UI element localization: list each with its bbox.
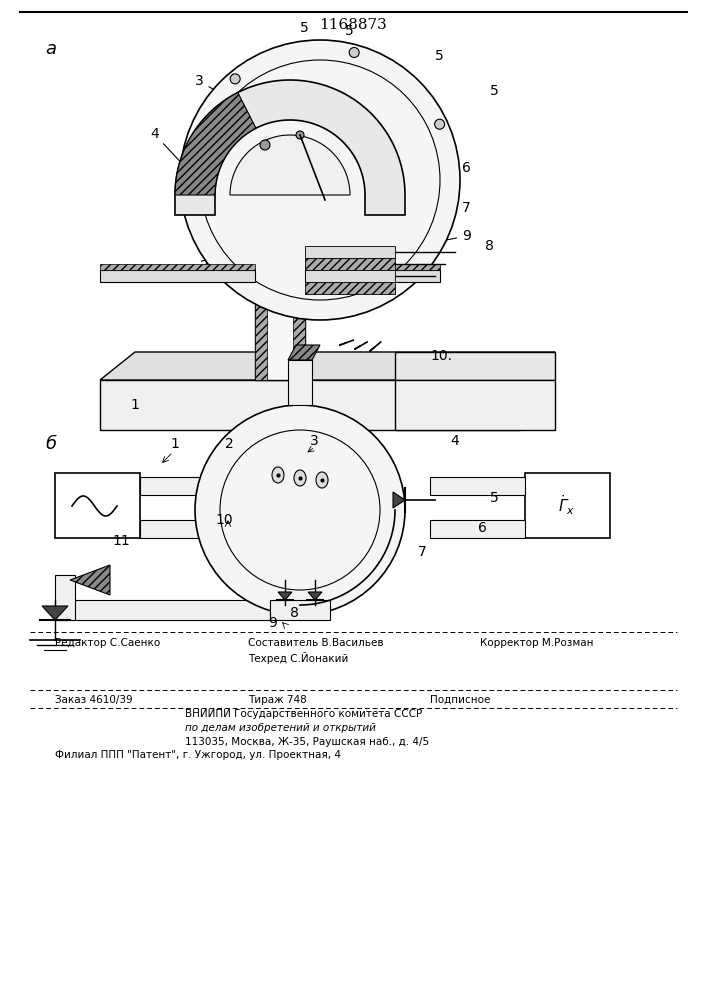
Polygon shape	[100, 270, 255, 282]
Polygon shape	[305, 282, 395, 294]
Polygon shape	[395, 380, 555, 430]
Text: 6: 6	[414, 161, 471, 198]
Text: 3: 3	[195, 74, 262, 118]
Ellipse shape	[294, 470, 306, 486]
Text: 1: 1	[130, 398, 139, 412]
Text: Заказ 4610/39: Заказ 4610/39	[55, 695, 133, 705]
Circle shape	[349, 47, 359, 57]
Text: 8: 8	[290, 606, 299, 620]
Bar	[140, 520, 230, 538]
Bar	[525, 473, 610, 538]
Bar	[430, 477, 525, 495]
Text: 10: 10	[215, 513, 233, 527]
Text: а: а	[45, 40, 56, 58]
Bar	[140, 477, 230, 495]
Text: 11: 11	[112, 534, 130, 548]
Polygon shape	[230, 135, 350, 195]
Text: по делам изобретений и открытий: по делам изобретений и открытий	[185, 723, 376, 733]
Polygon shape	[293, 270, 305, 380]
Polygon shape	[305, 270, 395, 282]
Polygon shape	[175, 93, 256, 195]
Text: 7: 7	[418, 545, 427, 559]
Text: 7: 7	[404, 201, 471, 231]
Text: 4: 4	[450, 434, 459, 448]
Text: 6: 6	[478, 521, 487, 535]
Text: 5: 5	[490, 84, 498, 98]
Circle shape	[230, 74, 240, 84]
Polygon shape	[278, 592, 292, 600]
Text: 2: 2	[225, 437, 234, 451]
Polygon shape	[288, 345, 320, 360]
Polygon shape	[100, 352, 555, 380]
Text: $\.{Г}_x$: $\.{Г}_x$	[559, 493, 575, 517]
Circle shape	[195, 405, 405, 615]
Bar	[55, 473, 140, 538]
Text: 2: 2	[200, 259, 250, 298]
Text: 10.: 10.	[430, 349, 452, 363]
Text: 4: 4	[150, 127, 185, 167]
Polygon shape	[305, 246, 395, 258]
Text: 5: 5	[345, 24, 354, 38]
Text: 1: 1	[170, 437, 179, 451]
Circle shape	[180, 40, 460, 320]
Polygon shape	[305, 258, 395, 270]
Text: 9: 9	[268, 616, 277, 630]
Bar	[55, 600, 270, 620]
Text: Техред С.Йонакий: Техред С.Йонакий	[248, 652, 349, 664]
Text: Тираж 748: Тираж 748	[248, 695, 307, 705]
Bar	[55, 575, 75, 620]
Circle shape	[185, 152, 195, 162]
Polygon shape	[393, 492, 405, 508]
Bar	[270, 600, 330, 620]
Polygon shape	[42, 606, 68, 620]
Text: Редактор С.Саенко: Редактор С.Саенко	[55, 638, 160, 648]
Text: Корректор М.Розман: Корректор М.Розман	[480, 638, 593, 648]
Text: 113035, Москва, Ж-35, Раушская наб., д. 4/5: 113035, Москва, Ж-35, Раушская наб., д. …	[185, 737, 429, 747]
Bar	[288, 360, 312, 405]
Polygon shape	[395, 352, 555, 380]
Text: 9: 9	[359, 229, 471, 259]
Text: б: б	[45, 435, 56, 453]
Text: 5: 5	[300, 21, 309, 35]
Bar	[430, 520, 525, 538]
Text: 5: 5	[490, 491, 498, 505]
Text: Подписное: Подписное	[430, 695, 491, 705]
Polygon shape	[305, 270, 440, 282]
Circle shape	[435, 119, 445, 129]
Polygon shape	[100, 380, 520, 430]
Polygon shape	[255, 270, 305, 380]
Text: 1168873: 1168873	[319, 18, 387, 32]
Polygon shape	[100, 264, 255, 270]
Polygon shape	[308, 592, 322, 600]
Ellipse shape	[316, 472, 328, 488]
Circle shape	[296, 131, 304, 139]
Polygon shape	[305, 264, 440, 270]
Text: 3: 3	[310, 434, 319, 448]
Polygon shape	[520, 352, 555, 430]
Polygon shape	[70, 565, 110, 595]
Text: Филиал ППП "Патент", г. Ужгород, ул. Проектная, 4: Филиал ППП "Патент", г. Ужгород, ул. Про…	[55, 750, 341, 760]
Text: Составитель В.Васильев: Составитель В.Васильев	[248, 638, 384, 648]
Text: 5: 5	[435, 49, 444, 63]
Ellipse shape	[272, 467, 284, 483]
Text: ВНИИПИ Государственного комитета СССР: ВНИИПИ Государственного комитета СССР	[185, 709, 422, 719]
Polygon shape	[175, 80, 405, 215]
Polygon shape	[255, 270, 267, 380]
Text: 8: 8	[485, 239, 494, 253]
Circle shape	[260, 140, 270, 150]
